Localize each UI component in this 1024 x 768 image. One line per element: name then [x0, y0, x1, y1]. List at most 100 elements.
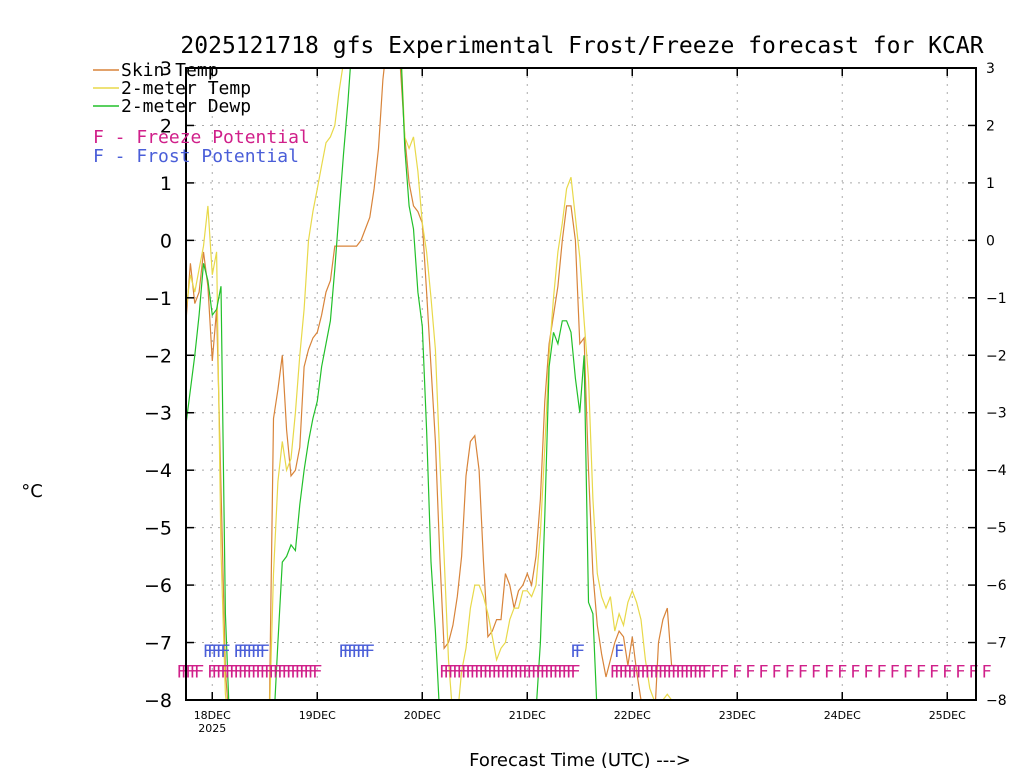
freeze-potential-marker: F — [273, 662, 283, 682]
x-tick-label: 18DEC — [194, 709, 231, 722]
freeze-potential-marker: F — [308, 662, 318, 682]
series-line-2-meter-dewp — [186, 68, 598, 700]
freeze-potential-marker: F — [942, 662, 952, 682]
freeze-potential-marker: F — [811, 662, 821, 682]
frost-potential-marker: F — [247, 642, 257, 662]
freeze-potential-marker: F — [903, 662, 913, 682]
freeze-potential-marker: F — [251, 662, 261, 682]
freeze-potential-marker: F — [535, 662, 545, 682]
y-tick-label: −7 — [144, 633, 172, 655]
y-tick-label-right: −8 — [986, 693, 1007, 709]
freeze-potential-marker: F — [636, 662, 646, 682]
freeze-potential-marker: F — [505, 662, 515, 682]
freeze-potential-marker: F — [216, 662, 226, 682]
freeze-potential-marker: F — [299, 662, 309, 682]
freeze-potential-marker: F — [566, 662, 576, 682]
frost-potential-marker: F — [251, 642, 261, 662]
frost-potential-marker: F — [360, 642, 370, 662]
frost-potential-marker: F — [216, 642, 226, 662]
freeze-potential-marker: F — [233, 662, 243, 682]
y-tick-label-right: −7 — [986, 636, 1007, 652]
freeze-potential-marker: F — [282, 662, 292, 682]
legend-label: Skin Temp — [121, 60, 219, 81]
freeze-potential-marker: F — [548, 662, 558, 682]
freeze-potential-marker: F — [295, 662, 305, 682]
freeze-potential-marker: F — [452, 662, 462, 682]
freeze-potential-marker: F — [290, 662, 300, 682]
y-tick-label: 3 — [160, 58, 172, 80]
freeze-potential-marker: F — [798, 662, 808, 682]
series-line-2-meter-temp — [186, 68, 676, 700]
freeze-potential-marker: F — [478, 662, 488, 682]
frost-potential-marker: F — [207, 642, 217, 662]
freeze-potential-marker: F — [470, 662, 480, 682]
freeze-potential-marker: F — [658, 662, 668, 682]
freeze-potential-marker: F — [693, 662, 703, 682]
freeze-potential-marker: F — [640, 662, 650, 682]
freeze-potential-marker: F — [465, 662, 475, 682]
freeze-potential-marker: F — [500, 662, 510, 682]
freeze-potential-marker: F — [675, 662, 685, 682]
potential-legend-entry: F - Frost Potential — [93, 146, 299, 167]
frost-potential-marker: F — [233, 642, 243, 662]
freeze-potential-marker: F — [220, 662, 230, 682]
y-tick-label: 2 — [160, 115, 172, 137]
series-line-skin-temp — [186, 68, 676, 700]
x-tick-label: 20DEC — [404, 709, 441, 722]
freeze-potential-marker: F — [303, 662, 313, 682]
freeze-potential-marker: F — [242, 662, 252, 682]
freeze-potential-marker: F — [448, 662, 458, 682]
y-tick-label-right: −3 — [986, 406, 1007, 422]
freeze-potential-marker: F — [649, 662, 659, 682]
freeze-potential-marker: F — [483, 662, 493, 682]
freeze-potential-marker: F — [474, 662, 484, 682]
freeze-potential-marker: F — [496, 662, 506, 682]
plot-frame — [185, 67, 977, 701]
freeze-potential-marker: F — [562, 662, 572, 682]
freeze-potential-marker: F — [207, 662, 217, 682]
freeze-potential-marker: F — [890, 662, 900, 682]
freeze-potential-marker: F — [618, 662, 628, 682]
freeze-potential-marker: F — [710, 662, 720, 682]
frost-potential-marker: F — [220, 642, 230, 662]
y-tick-label-right: −4 — [986, 463, 1007, 479]
chart-title: 2025121718 gfs Experimental Frost/Freeze… — [180, 33, 983, 59]
freeze-potential-marker: F — [632, 662, 642, 682]
freeze-potential-marker: F — [190, 662, 200, 682]
freeze-potential-marker: F — [229, 662, 239, 682]
freeze-potential-marker: F — [610, 662, 620, 682]
freeze-potential-marker: F — [247, 662, 257, 682]
freeze-potential-marker: F — [614, 662, 624, 682]
frost-potential-marker: F — [242, 642, 252, 662]
x-tick-label: 22DEC — [614, 709, 651, 722]
x-tick-label: 23DEC — [719, 709, 756, 722]
y-axis-label: °C — [21, 481, 43, 502]
grid-lines — [186, 67, 976, 701]
freeze-potential-marker: F — [982, 662, 992, 682]
freeze-potential-marker: F — [185, 662, 195, 682]
freeze-potential-marker: F — [312, 662, 322, 682]
freeze-potential-marker: F — [540, 662, 550, 682]
freeze-potential-marker: F — [929, 662, 939, 682]
freeze-potential-marker: F — [194, 662, 204, 682]
y-tick-label: −3 — [144, 403, 172, 425]
freeze-potential-marker: F — [513, 662, 523, 682]
y-tick-label-right: 1 — [986, 176, 995, 192]
frost-potential-marker: F — [614, 642, 624, 662]
x-tick-label: 19DEC — [299, 709, 336, 722]
frost-potential-marker: F — [347, 642, 357, 662]
freeze-potential-marker: F — [461, 662, 471, 682]
frost-potential-marker: F — [575, 642, 585, 662]
potential-legend-entry: F - Freeze Potential — [93, 127, 310, 148]
freeze-potential-marker: F — [492, 662, 502, 682]
freeze-potential-marker: F — [570, 662, 580, 682]
freeze-potential-marker: F — [518, 662, 528, 682]
y-tick-label-right: −5 — [986, 521, 1007, 537]
freeze-potential-marker: F — [277, 662, 287, 682]
legend-label: 2-meter Temp — [121, 78, 251, 99]
freeze-potential-marker: F — [916, 662, 926, 682]
frost-potential-marker: F — [356, 642, 366, 662]
